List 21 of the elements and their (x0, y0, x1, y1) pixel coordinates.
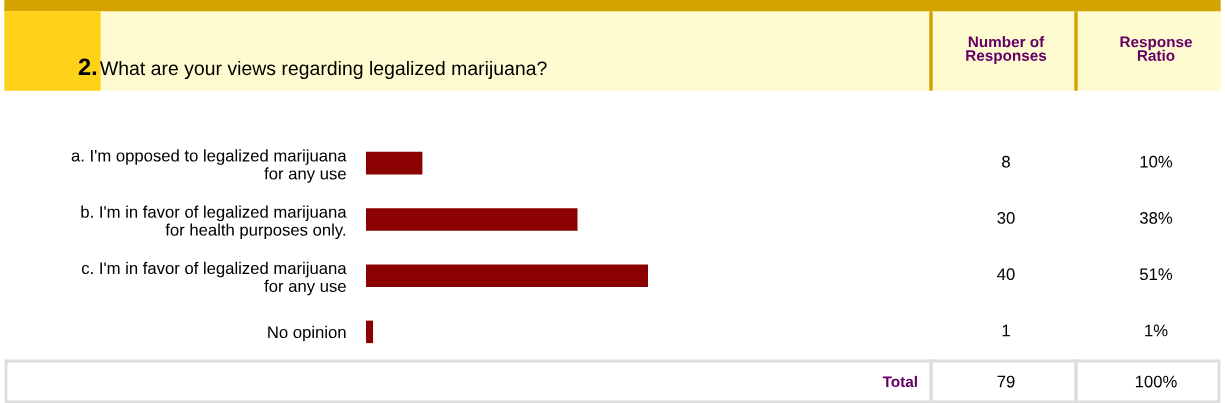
bar (366, 151, 423, 175)
text: 10% (1140, 155, 1173, 168)
text: 38% (1139, 212, 1173, 224)
text: Total (882, 375, 917, 388)
y-tick-label: b. I'm in favor of legalized marijuana for health purposes only. (81, 205, 347, 240)
text: Response Ratio (1120, 36, 1192, 61)
bar (366, 320, 374, 344)
data-label: 8 (1002, 155, 1010, 168)
bar (366, 264, 648, 287)
data-label: 1 (1002, 324, 1010, 337)
data-label: 30 (997, 212, 1015, 224)
text: 79 (997, 375, 1015, 388)
bar (366, 208, 578, 231)
text: Number of Responses (966, 36, 1047, 64)
text: 1% (1145, 324, 1168, 337)
y-tick-label: c. I'm in favor of legalized marijuana for any use (81, 261, 347, 296)
y-tick-label: No opinion (268, 325, 346, 342)
data-label: 40 (997, 268, 1015, 281)
text: 51% (1139, 268, 1173, 281)
text: 100% (1135, 375, 1177, 388)
y-tick-label: a. I'm opposed to legalized marijuana for any use (71, 149, 347, 183)
